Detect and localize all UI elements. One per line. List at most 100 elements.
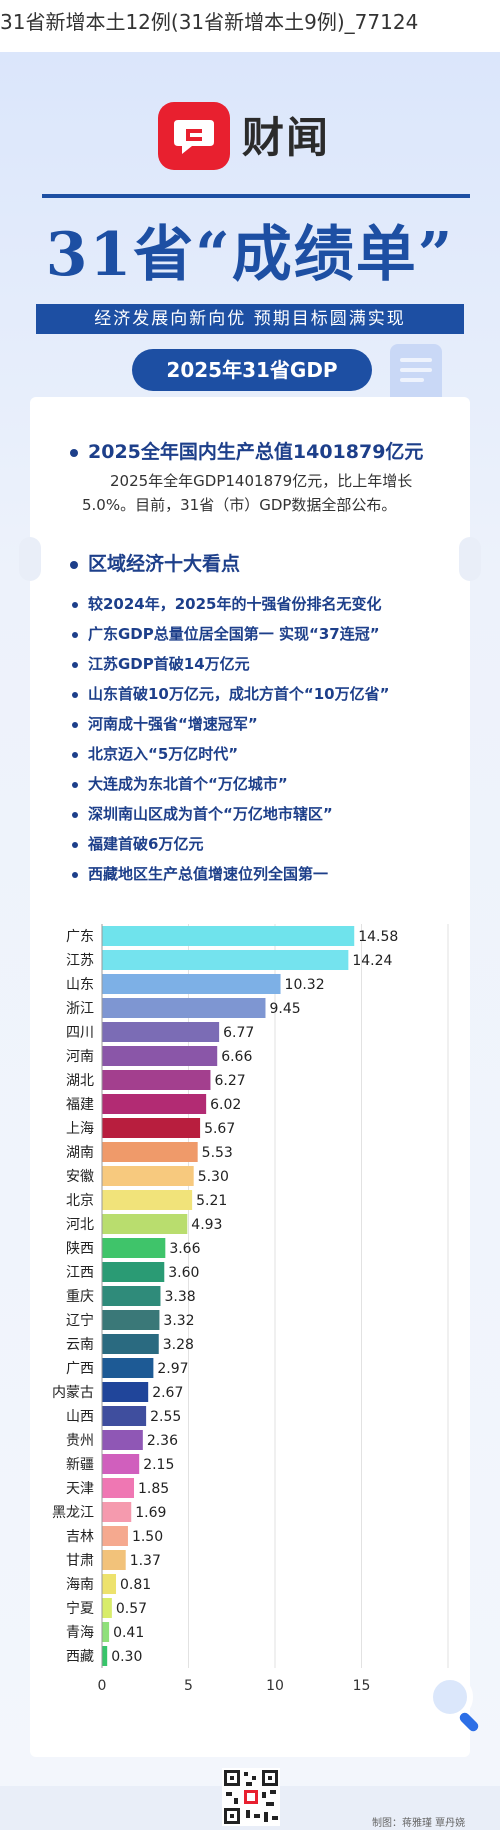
value-label: 14.58	[358, 929, 398, 945]
bullet-dot	[72, 721, 78, 728]
value-label: 10.32	[285, 977, 325, 993]
category-label: 新疆	[66, 1457, 94, 1473]
highlight-text: 江苏GDP首破14万亿元	[88, 655, 250, 673]
category-label: 内蒙古	[52, 1385, 94, 1401]
bullet-dot	[72, 811, 78, 818]
category-label: 云南	[66, 1337, 94, 1353]
highlight-item: 大连成为东北首个“万亿城市”	[72, 773, 288, 794]
highlight-text: 福建首破6万亿元	[88, 835, 204, 853]
bar	[102, 1526, 128, 1546]
card-notch	[19, 537, 41, 581]
bar	[102, 926, 355, 946]
bullet-dot	[72, 601, 78, 608]
category-label: 安徽	[66, 1169, 94, 1185]
title-rule	[42, 194, 470, 198]
value-label: 1.37	[130, 1553, 161, 1569]
bar	[102, 1190, 193, 1210]
highlight-item: 江苏GDP首破14万亿元	[72, 653, 250, 674]
bullet-dot	[72, 871, 78, 878]
value-label: 0.30	[111, 1649, 142, 1665]
highlight-text: 山东首破10万亿元，成北方首个“10万亿省”	[88, 685, 390, 703]
bar	[102, 1622, 110, 1642]
bullet-dot	[72, 631, 78, 638]
highlight-item: 深圳南山区成为首个“万亿地市辖区”	[72, 803, 333, 824]
bar	[102, 1574, 117, 1594]
category-label: 湖北	[66, 1073, 94, 1089]
bar	[102, 1142, 198, 1162]
brand-logo	[158, 102, 230, 170]
value-label: 0.41	[113, 1625, 144, 1641]
value-label: 3.38	[164, 1289, 195, 1305]
highlight-text: 北京迈入“5万亿时代”	[88, 745, 239, 763]
value-label: 6.02	[210, 1097, 241, 1113]
value-label: 3.60	[168, 1265, 199, 1281]
category-label: 广东	[66, 929, 94, 945]
value-label: 3.66	[169, 1241, 200, 1257]
category-label: 重庆	[66, 1289, 94, 1305]
gdp-bar-chart: 05101520广东14.58江苏14.24山东10.32浙江9.45四川6.7…	[52, 924, 457, 1694]
category-label: 湖南	[66, 1145, 94, 1161]
bar	[102, 1430, 143, 1450]
bar	[102, 1550, 126, 1570]
bar	[102, 1262, 165, 1282]
x-tick-label: 0	[98, 1678, 107, 1694]
highlight-text: 深圳南山区成为首个“万亿地市辖区”	[88, 805, 333, 823]
section-heading-highlights: 区域经济十大看点	[70, 549, 240, 576]
bar	[102, 1598, 112, 1618]
value-label: 1.85	[138, 1481, 169, 1497]
highlight-text: 河南成十强省“增速冠军”	[88, 715, 258, 733]
category-label: 四川	[66, 1025, 94, 1041]
page-title: 31省新增本土12例(31省新增本土9例)_77124	[0, 10, 419, 34]
category-label: 陕西	[66, 1241, 94, 1257]
value-label: 0.81	[120, 1577, 151, 1593]
chat-bubble-icon	[174, 120, 214, 154]
brand-name: 财闻	[242, 113, 331, 162]
bar	[102, 1382, 149, 1402]
highlight-text: 较2024年，2025年的十强省份排名无变化	[88, 595, 382, 613]
bar	[102, 1046, 218, 1066]
category-label: 西藏	[66, 1649, 94, 1665]
category-label: 吉林	[66, 1529, 94, 1545]
category-label: 河北	[66, 1217, 94, 1233]
bar	[102, 1118, 201, 1138]
x-tick-label: 5	[184, 1678, 193, 1694]
bar	[102, 1502, 132, 1522]
category-label: 宁夏	[66, 1600, 94, 1617]
value-label: 3.32	[163, 1313, 194, 1329]
value-label: 2.36	[147, 1433, 178, 1449]
category-label: 山东	[66, 977, 94, 993]
subtitle-band: 经济发展向新向优 预期目标圆满实现	[36, 304, 464, 334]
bar	[102, 1406, 147, 1426]
category-label: 黑龙江	[52, 1505, 94, 1521]
bar	[102, 1022, 220, 1042]
bar	[102, 1238, 166, 1258]
value-label: 1.69	[135, 1505, 166, 1521]
highlight-item: 河南成十强省“增速冠军”	[72, 713, 258, 734]
bullet-dot	[72, 691, 78, 698]
value-label: 1.50	[132, 1529, 163, 1545]
bar	[102, 1478, 135, 1498]
value-label: 5.21	[196, 1193, 227, 1209]
highlight-item: 较2024年，2025年的十强省份排名无变化	[72, 593, 382, 614]
card-notch	[459, 537, 481, 581]
value-label: 6.77	[223, 1025, 254, 1041]
value-label: 0.57	[116, 1601, 147, 1617]
bar	[102, 1094, 207, 1114]
category-label: 天津	[66, 1481, 94, 1497]
category-label: 辽宁	[66, 1312, 94, 1329]
category-label: 海南	[66, 1577, 94, 1593]
bar	[102, 998, 266, 1018]
value-label: 6.66	[221, 1049, 252, 1065]
bar	[102, 1286, 161, 1306]
bullet-dot	[72, 781, 78, 788]
bar	[102, 1358, 154, 1378]
bar	[102, 1070, 211, 1090]
highlight-item: 西藏地区生产总值增速位列全国第一	[72, 863, 328, 884]
section-heading-text: 区域经济十大看点	[88, 553, 241, 575]
section-heading-gdp: 2025全年国内生产总值1401879亿元	[70, 437, 423, 464]
category-label: 青海	[66, 1625, 94, 1641]
bar	[102, 950, 349, 970]
value-label: 2.67	[152, 1385, 183, 1401]
category-label: 浙江	[66, 1001, 94, 1017]
main-title: 31省“成绩单”	[45, 220, 455, 290]
